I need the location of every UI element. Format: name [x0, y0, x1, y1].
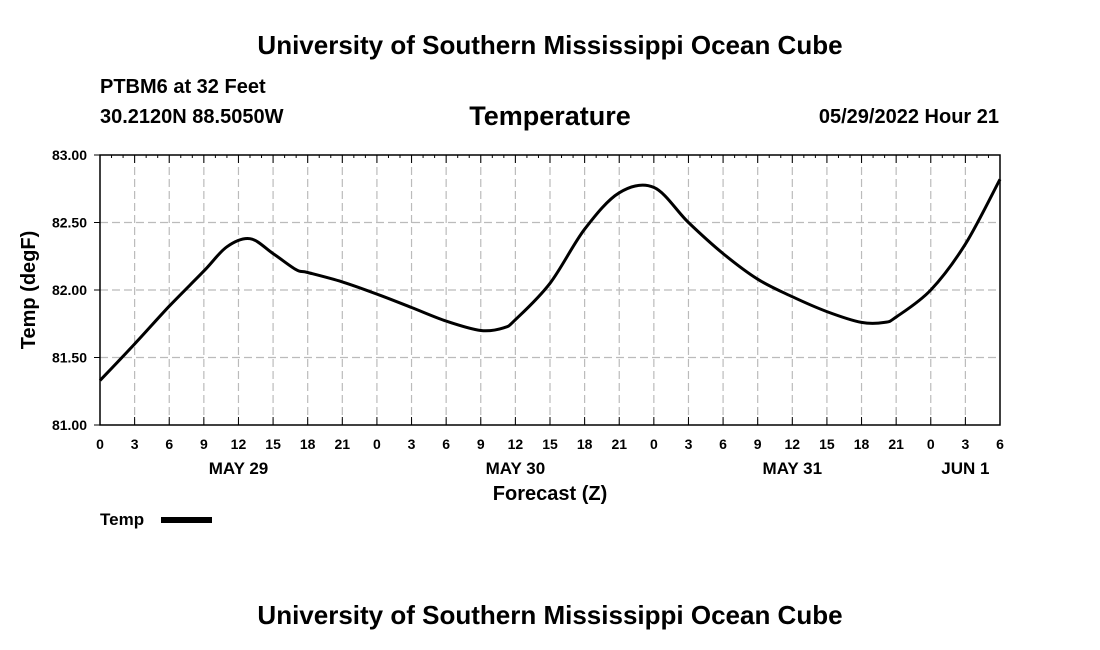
- x-tick-label: 12: [508, 436, 524, 452]
- y-tick-label: 82.50: [52, 215, 87, 231]
- legend-label-temp: Temp: [100, 510, 145, 529]
- x-tick-label: 3: [685, 436, 693, 452]
- x-date-label: MAY 30: [486, 459, 546, 478]
- x-tick-label: 6: [996, 436, 1004, 452]
- x-tick-label: 18: [854, 436, 870, 452]
- station-coords: 30.2120N 88.5050W: [100, 106, 284, 128]
- x-tick-label: 21: [335, 436, 351, 452]
- footer-title: University of Southern Mississippi Ocean…: [257, 600, 843, 630]
- x-tick-label: 18: [577, 436, 593, 452]
- x-tick-label: 18: [300, 436, 316, 452]
- x-tick-label: 0: [373, 436, 381, 452]
- x-tick-label: 3: [961, 436, 969, 452]
- plot-border: [99, 154, 1001, 426]
- x-tick-label: 21: [611, 436, 627, 452]
- x-tick-label: 12: [231, 436, 247, 452]
- x-tick-label: 3: [131, 436, 139, 452]
- x-tick-label: 0: [927, 436, 935, 452]
- y-tick-label: 81.00: [52, 417, 87, 433]
- x-date-label: MAY 31: [763, 459, 823, 478]
- x-tick-label: 9: [477, 436, 485, 452]
- series-line-temp: [98, 178, 1002, 382]
- y-axis-label: Temp (degF): [18, 231, 40, 350]
- x-tick-label: 3: [408, 436, 416, 452]
- legend-swatch-temp: [161, 517, 212, 523]
- x-tick-label: 0: [650, 436, 658, 452]
- x-tick-label: 6: [165, 436, 173, 452]
- y-tick-label: 83.00: [52, 147, 87, 163]
- x-tick-label: 15: [265, 436, 281, 452]
- x-date-label: JUN 1: [941, 459, 989, 478]
- page-title: University of Southern Mississippi Ocean…: [257, 30, 843, 60]
- x-tick-label: 21: [888, 436, 904, 452]
- x-tick-label: 15: [542, 436, 558, 452]
- chart-title: Temperature: [469, 101, 631, 131]
- x-axis-label: Forecast (Z): [493, 483, 607, 505]
- station-label: PTBM6 at 32 Feet: [100, 76, 266, 98]
- x-tick-label: 0: [96, 436, 104, 452]
- y-tick-label: 81.50: [52, 350, 87, 366]
- forecast-timestamp: 05/29/2022 Hour 21: [818, 106, 999, 128]
- x-tick-label: 12: [785, 436, 801, 452]
- x-tick-label: 9: [754, 436, 762, 452]
- x-tick-label: 15: [819, 436, 835, 452]
- y-tick-label: 82.00: [52, 282, 87, 298]
- x-tick-label: 6: [719, 436, 727, 452]
- x-date-label: MAY 29: [209, 459, 269, 478]
- x-tick-label: 9: [200, 436, 208, 452]
- x-tick-label: 6: [442, 436, 450, 452]
